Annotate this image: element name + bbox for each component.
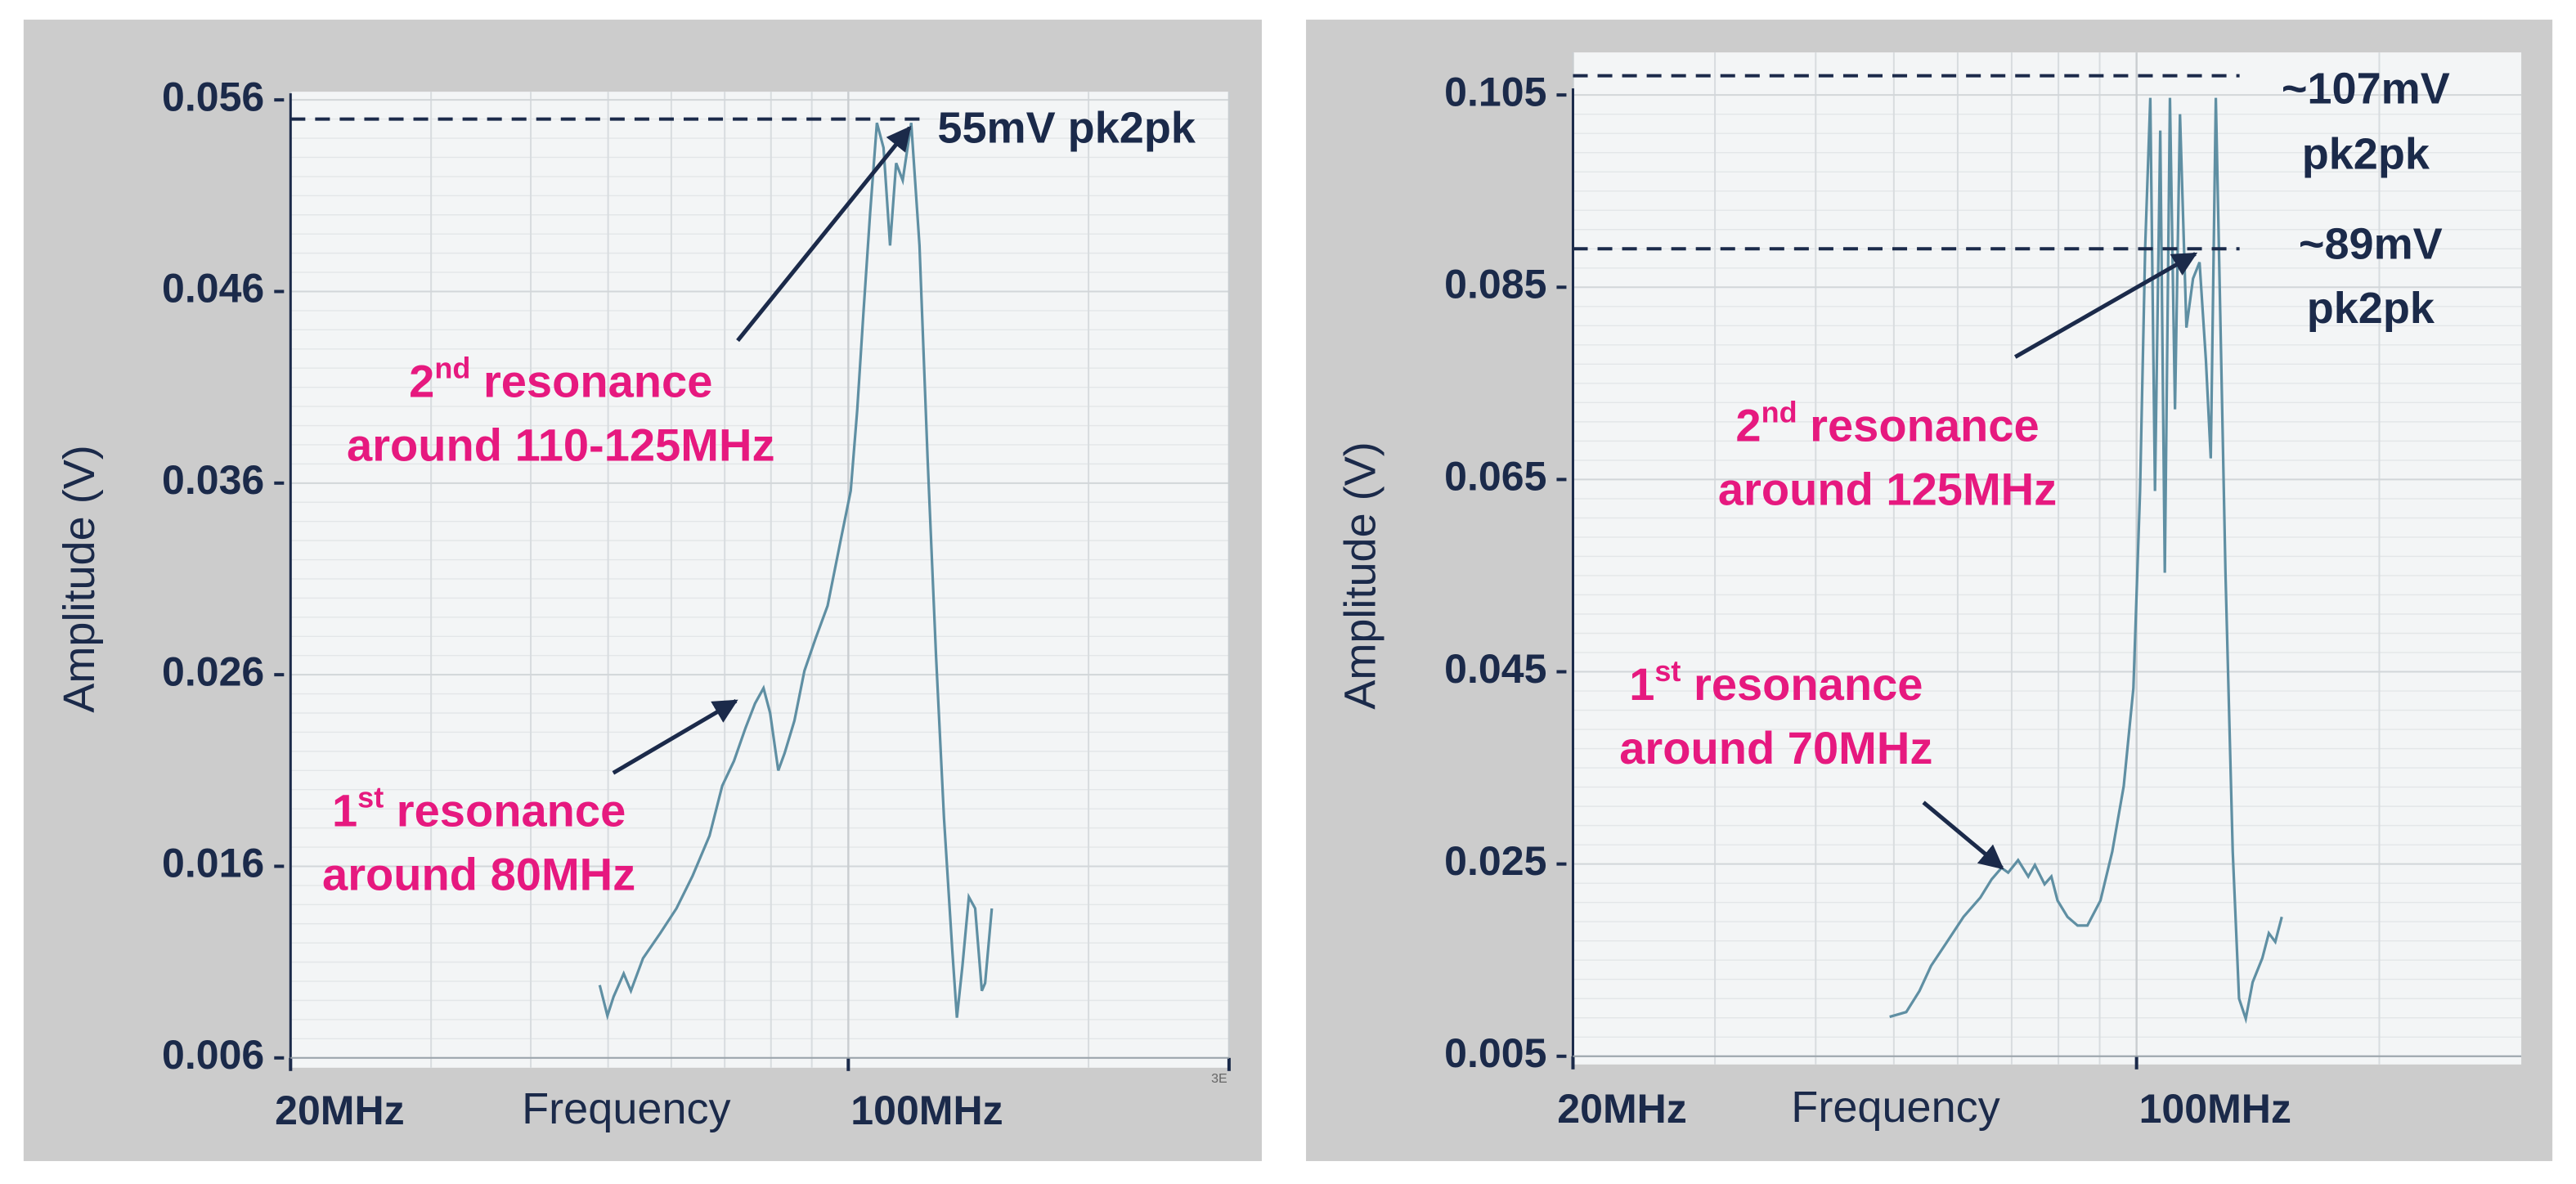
annotation-number: 1 bbox=[332, 784, 357, 836]
arrow bbox=[736, 125, 912, 343]
annotation-line2: around 125MHz bbox=[1718, 464, 2057, 515]
x-tick-label: 20MHz bbox=[275, 1088, 405, 1133]
data-line bbox=[598, 122, 994, 1021]
x-axis-label: Frequency bbox=[1791, 1083, 1999, 1132]
annotation-superscript: nd bbox=[434, 351, 470, 384]
reference-label: pk2pk bbox=[2307, 284, 2435, 333]
arrow bbox=[2013, 252, 2198, 359]
y-tick-label: 0.065 bbox=[1444, 454, 1546, 500]
y-tick-label: 0.045 bbox=[1444, 646, 1546, 692]
arrow bbox=[612, 699, 738, 775]
annotation: 2nd resonance bbox=[1735, 395, 2039, 451]
plot-area bbox=[1573, 52, 2522, 1065]
annotation-line2: around 80MHz bbox=[322, 848, 635, 899]
annotation-text: resonance bbox=[470, 355, 712, 406]
annotation-number: 1 bbox=[1629, 658, 1654, 710]
annotation-superscript: st bbox=[357, 780, 384, 814]
annotation-number: 2 bbox=[1735, 400, 1761, 451]
x-tick-label: 100MHz bbox=[850, 1088, 1003, 1133]
annotation-superscript: nd bbox=[1761, 395, 1797, 428]
y-tick-label: 0.025 bbox=[1444, 838, 1546, 884]
x-tick-label: 20MHz bbox=[1557, 1086, 1687, 1132]
y-tick-label: 0.005 bbox=[1444, 1030, 1546, 1076]
x-tick-label: 100MHz bbox=[2139, 1086, 2291, 1132]
annotation-text: resonance bbox=[1797, 400, 2040, 451]
x-axis-label: Frequency bbox=[522, 1084, 730, 1133]
y-axis-label: Amplitude (V) bbox=[55, 445, 104, 712]
y-tick-label: 0.056 bbox=[162, 74, 264, 119]
annotation-superscript: st bbox=[1654, 654, 1681, 688]
annotation-line2: around 110-125MHz bbox=[347, 419, 774, 471]
y-axis-label: Amplitude (V) bbox=[1335, 442, 1384, 709]
y-tick-label: 0.046 bbox=[162, 266, 264, 312]
annotation-number: 2 bbox=[409, 355, 434, 406]
annotation: 2nd resonance bbox=[409, 351, 712, 406]
reference-label: ~107mV bbox=[2282, 64, 2450, 113]
annotation-text: resonance bbox=[384, 784, 626, 836]
reference-label: 55mV pk2pk bbox=[937, 104, 1196, 153]
y-tick-label: 0.016 bbox=[162, 841, 264, 886]
x-tick-label: 3E bbox=[1211, 1071, 1227, 1086]
reference-label: ~89mV bbox=[2299, 220, 2443, 269]
reference-label: pk2pk bbox=[2302, 130, 2430, 179]
annotation-text: resonance bbox=[1681, 658, 1923, 710]
y-tick-label: 0.085 bbox=[1444, 262, 1546, 307]
annotation-line2: around 70MHz bbox=[1619, 722, 1932, 774]
arrow bbox=[1922, 801, 2004, 870]
annotation: 1st resonance bbox=[1629, 654, 1923, 710]
y-tick-label: 0.006 bbox=[162, 1032, 264, 1078]
y-tick-label: 0.036 bbox=[162, 457, 264, 503]
y-tick-label: 0.026 bbox=[162, 648, 264, 694]
data-line bbox=[1889, 97, 2283, 1025]
y-tick-label: 0.105 bbox=[1444, 69, 1546, 114]
annotation: 1st resonance bbox=[332, 780, 626, 836]
